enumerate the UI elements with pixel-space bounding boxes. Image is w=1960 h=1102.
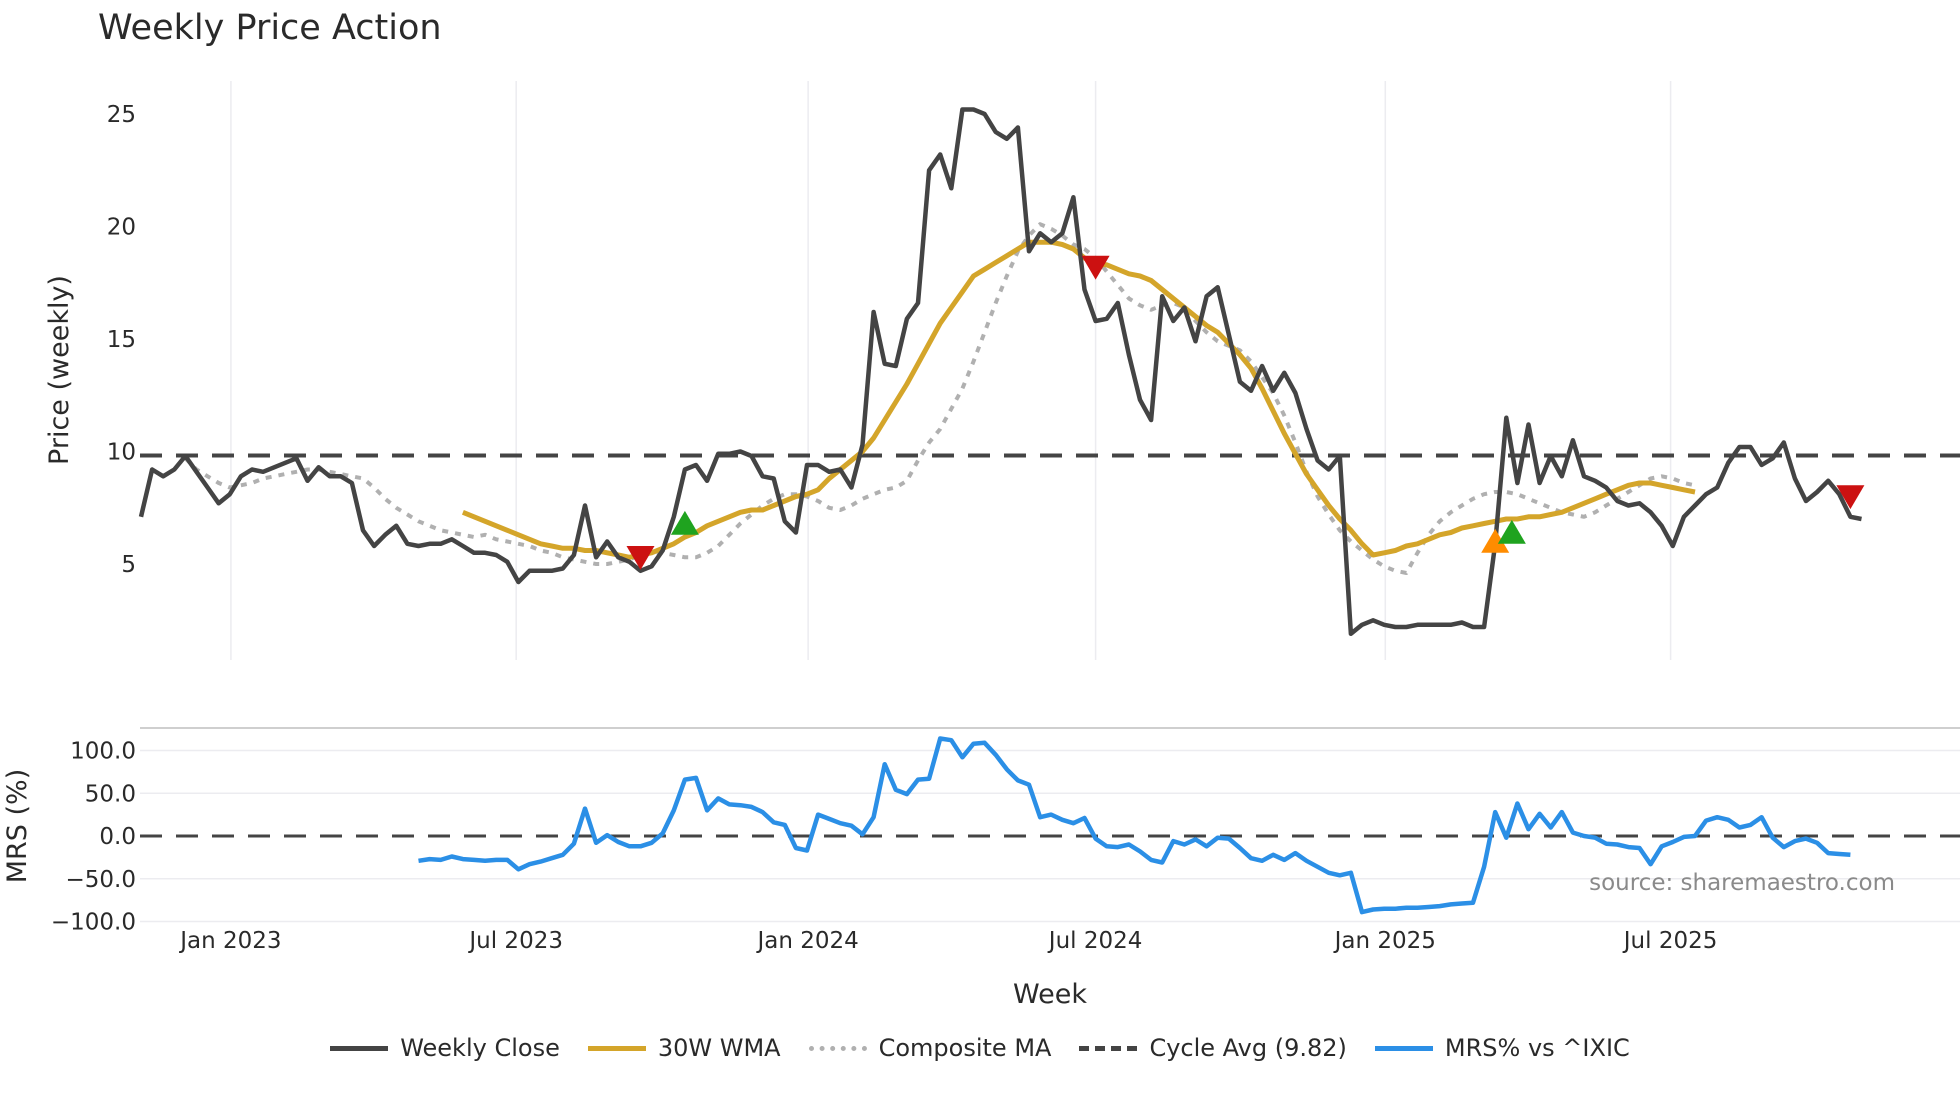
chart-canvas: 5 10 15 20 25 −100.0 −50.0 0.0 50.0 100.0 Jan 20… bbox=[2, 81, 1960, 1010]
buy-signal-marker-icon bbox=[670, 510, 699, 535]
sell-signal-marker-icon bbox=[1081, 255, 1110, 280]
price-y-tick: 25 bbox=[107, 102, 136, 128]
legend-label: MRS% vs ^IXIC bbox=[1444, 1034, 1630, 1062]
x-tick-label: Jan 2024 bbox=[755, 928, 858, 954]
mrs-y-tick: 0.0 bbox=[99, 824, 136, 850]
price-y-tick: 5 bbox=[121, 552, 136, 578]
legend-item[interactable]: Cycle Avg (9.82) bbox=[1079, 1034, 1347, 1062]
legend-swatch-icon bbox=[1374, 1045, 1433, 1051]
legend: Weekly Close 30W WMA Composite MA Cycle Avg… bbox=[0, 1034, 1960, 1062]
x-tick-label: Jul 2024 bbox=[1047, 928, 1143, 954]
legend-item[interactable]: Weekly Close bbox=[330, 1034, 560, 1062]
legend-swatch-icon bbox=[587, 1045, 646, 1051]
x-tick-label: Jan 2023 bbox=[178, 928, 281, 954]
mrs-y-axis-title: MRS (%) bbox=[2, 769, 33, 884]
mrs-panel: −100.0 −50.0 0.0 50.0 100.0 bbox=[51, 727, 1960, 936]
price-y-axis-title: Price (weekly) bbox=[44, 275, 75, 465]
price-y-tick: 10 bbox=[107, 440, 136, 466]
price-panel: 5 10 15 20 25 bbox=[107, 81, 1960, 660]
mrs-y-tick: 50.0 bbox=[85, 781, 136, 807]
legend-swatch-icon bbox=[330, 1045, 389, 1051]
mrs-line bbox=[418, 736, 1851, 915]
x-axis: Jan 2023 Jul 2023 Jan 2024 Jul 2024 Jan 2025… bbox=[178, 928, 1717, 954]
weekly-close-line bbox=[138, 107, 1862, 637]
sell-signal-marker-icon bbox=[626, 546, 655, 570]
mrs-y-tick: −50.0 bbox=[66, 867, 136, 893]
legend-label: 30W WMA bbox=[657, 1034, 781, 1062]
buy-signal-marker-icon bbox=[1481, 528, 1510, 553]
legend-swatch-icon bbox=[1079, 1045, 1138, 1051]
composite-ma-line bbox=[183, 222, 1696, 575]
price-y-tick: 20 bbox=[107, 215, 136, 241]
mrs-y-tick: 100.0 bbox=[70, 739, 136, 765]
legend-swatch-icon bbox=[808, 1045, 867, 1051]
buy-signal-marker-icon bbox=[1497, 519, 1526, 544]
x-tick-label: Jul 2023 bbox=[467, 928, 563, 954]
legend-label: Composite MA bbox=[878, 1034, 1052, 1062]
legend-label: Cycle Avg (9.82) bbox=[1149, 1034, 1347, 1062]
x-tick-label: Jul 2025 bbox=[1622, 928, 1718, 954]
wma-30w-line bbox=[461, 239, 1696, 560]
legend-label: Weekly Close bbox=[400, 1034, 560, 1062]
legend-item[interactable]: Composite MA bbox=[808, 1034, 1052, 1062]
mrs-y-tick: −100.0 bbox=[51, 910, 136, 936]
chart-title: Weekly Price Action bbox=[98, 8, 442, 48]
source-annotation: source: sharemaestro.com bbox=[1589, 870, 1895, 896]
x-axis-title: Week bbox=[1013, 979, 1087, 1010]
sell-signal-marker-icon bbox=[1836, 485, 1865, 510]
legend-item[interactable]: 30W WMA bbox=[587, 1034, 781, 1062]
legend-item[interactable]: MRS% vs ^IXIC bbox=[1374, 1034, 1630, 1062]
x-tick-label: Jan 2025 bbox=[1333, 928, 1436, 954]
price-y-tick: 15 bbox=[107, 327, 136, 353]
